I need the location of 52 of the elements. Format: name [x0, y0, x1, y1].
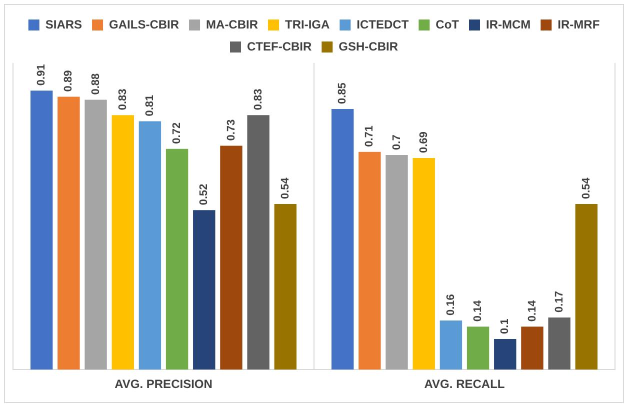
- data-label: 0.89: [62, 70, 75, 92]
- bar: [193, 210, 216, 370]
- bar: [548, 317, 570, 370]
- bar: [112, 115, 134, 370]
- bar: [138, 121, 162, 370]
- bar: [575, 204, 598, 370]
- x-tick-label: AVG. RECALL: [424, 377, 505, 392]
- data-label: 0.85: [336, 82, 349, 104]
- bar: [58, 96, 80, 370]
- legend-label: MA-CBIR: [206, 17, 258, 32]
- legend-label: TRI-IGA: [285, 17, 330, 32]
- data-label: 0.14: [472, 299, 484, 322]
- data-label: 0.17: [553, 291, 566, 312]
- data-label: 0.81: [144, 94, 156, 116]
- data-label: 0.52: [198, 184, 210, 206]
- bar: [247, 115, 270, 370]
- data-label: 0.69: [418, 132, 430, 154]
- legend-label: IR-MRF: [558, 17, 600, 32]
- data-label: 0.88: [90, 73, 102, 95]
- x-tick-label: AVG. PRECISION: [114, 377, 212, 392]
- bar: [30, 90, 53, 370]
- data-label: 0.91: [36, 64, 48, 86]
- data-label: 0.54: [279, 176, 292, 200]
- data-label: 0.14: [526, 299, 538, 322]
- legend-label: IR-MCM: [486, 17, 531, 32]
- legend-label: SIARS: [45, 17, 82, 32]
- bar: [466, 326, 490, 370]
- bar: [220, 146, 242, 370]
- bar: [84, 100, 107, 370]
- data-label: 0.71: [364, 125, 376, 147]
- legend-label: ICTEDCT: [356, 17, 410, 32]
- data-label: 0.7: [390, 134, 403, 150]
- data-label: 0.1: [499, 318, 512, 334]
- bar: [412, 158, 435, 370]
- bar: [440, 320, 462, 370]
- data-label: 0.83: [116, 88, 129, 110]
- data-label: 0.73: [225, 119, 238, 141]
- bar: [274, 204, 297, 370]
- data-label: 0.54: [580, 176, 592, 200]
- bar: [494, 338, 516, 370]
- bar: [166, 148, 188, 370]
- legend-label: CoT: [436, 17, 460, 32]
- bar: [331, 108, 354, 370]
- bar: [521, 326, 544, 370]
- legend-label: GSH-CBIR: [338, 39, 398, 54]
- data-label: 0.16: [444, 294, 457, 316]
- data-label: 0.83: [252, 88, 264, 110]
- bar: [386, 154, 408, 370]
- legend-label: CTEF-CBIR: [247, 39, 312, 54]
- data-label: 0.72: [171, 122, 184, 144]
- legend-label: GAILS-CBIR: [109, 17, 180, 32]
- bar: [358, 152, 381, 370]
